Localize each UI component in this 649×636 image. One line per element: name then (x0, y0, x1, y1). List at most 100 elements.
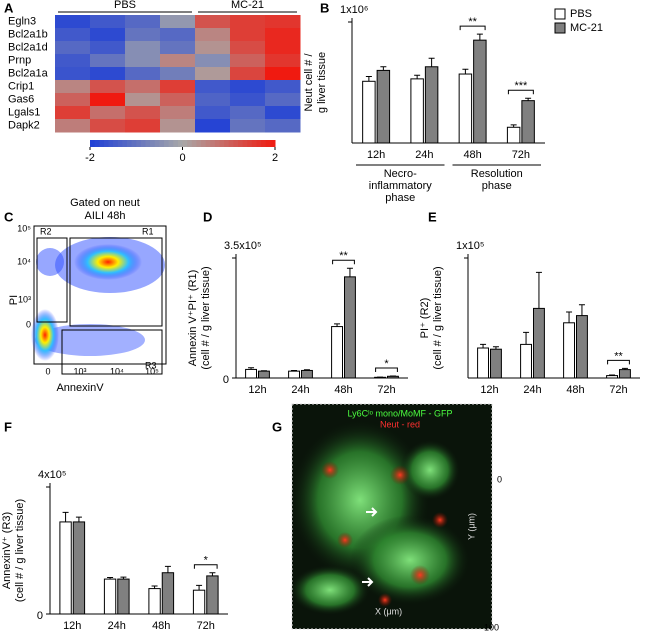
gate-label: R1 (142, 226, 154, 236)
error-bar (566, 311, 573, 323)
colorbar-segment (256, 140, 262, 147)
heat-cell (55, 28, 91, 42)
error-bar (164, 565, 171, 573)
colorbar-segment (127, 140, 133, 147)
heat-cell (90, 41, 126, 55)
bar (59, 521, 72, 615)
x-label: AnnexinV (56, 382, 104, 394)
colorbar-segment (136, 140, 142, 147)
colorbar-segment (154, 140, 160, 147)
heat-cell (160, 80, 196, 94)
flow-title: AILI 48h (85, 210, 126, 222)
x-tick-label: 48h (152, 620, 170, 632)
sig-bracket (375, 367, 398, 372)
colorbar-segment (214, 140, 220, 147)
heat-cell (55, 119, 91, 133)
y-label: Y (μm) (466, 513, 476, 540)
x-tick-label: 10³ (73, 366, 86, 376)
colorbar-segment (270, 140, 276, 147)
heat-cell (90, 67, 126, 81)
phase-label: phase (385, 192, 415, 204)
heat-cell (195, 119, 231, 133)
colorbar-segment (233, 140, 239, 147)
error-bar (510, 124, 517, 128)
heat-cell (265, 106, 301, 120)
error-bar (492, 346, 499, 350)
heat-cell (55, 15, 91, 29)
colorbar-segment (168, 140, 174, 147)
heat-cell (160, 119, 196, 133)
gate (69, 237, 163, 327)
bar (362, 80, 376, 144)
heat-cell (265, 119, 301, 133)
x-tick-label: 12h (480, 384, 498, 396)
panel-label: D (203, 209, 212, 224)
x-tick-label: 24h (523, 384, 541, 396)
error-bar (428, 57, 435, 67)
density (31, 309, 59, 361)
bar (410, 78, 424, 144)
phase-label: Necro- (384, 168, 417, 180)
bar (301, 369, 313, 379)
heat-cell (160, 54, 196, 68)
arrow (362, 577, 374, 587)
colorbar-segment (242, 140, 248, 147)
row-label: Gas6 (8, 93, 34, 105)
bar (506, 126, 521, 144)
heat-cell (125, 54, 161, 68)
row-label: Crip1 (8, 80, 34, 92)
y-label: Neut cell # / (303, 53, 315, 112)
neutrophil (378, 593, 392, 607)
y-label: Annexin V⁺PI⁺ (R1) (187, 270, 199, 367)
heat-cell (125, 93, 161, 107)
colorbar-segment (196, 140, 202, 147)
heat-cell (265, 67, 301, 81)
error-bar (303, 369, 310, 371)
heat-cell (160, 67, 196, 81)
row-label: Bcl2a1a (8, 67, 49, 79)
x-tick-label: 72h (197, 620, 215, 632)
colorbar-segment (251, 140, 257, 147)
cell (290, 565, 370, 615)
heat-cell (90, 80, 126, 94)
heat-cell (160, 15, 196, 29)
colorbar-segment (228, 140, 234, 147)
neutrophil (337, 532, 353, 548)
bar (458, 73, 473, 144)
heat-cell (160, 106, 196, 120)
colorbar-label: 2 (272, 152, 278, 164)
colorbar-segment (210, 140, 216, 147)
y-label: PI (8, 295, 20, 305)
colorbar-segment (122, 140, 128, 147)
heat-cell (55, 54, 91, 68)
colorbar-segment (99, 140, 105, 147)
colorbar-segment (247, 140, 253, 147)
heat-cell (125, 28, 161, 42)
heat-cell (195, 93, 231, 107)
error-bar (621, 367, 628, 370)
group-label: PBS (114, 0, 136, 11)
heat-cell (195, 106, 231, 120)
x-tick-label: 10⁵ (145, 366, 159, 376)
panel-label: B (320, 0, 329, 15)
gate-label: R2 (40, 226, 52, 236)
heat-cell (160, 93, 196, 107)
row-label: Lgals1 (8, 106, 40, 118)
bar (606, 375, 618, 379)
flow-plot: Gated on neut AILI 48h R1 R2 R3 10⁵ 10⁴ … (8, 197, 167, 394)
error-bar (578, 304, 585, 316)
heat-cell (195, 41, 231, 55)
row-label: Dapk2 (8, 119, 40, 131)
sig-label: ** (339, 250, 348, 262)
sig-label: * (384, 358, 389, 370)
error-bar (462, 68, 469, 75)
heat-cell (55, 93, 91, 107)
colorbar-segment (201, 140, 207, 147)
phase-label: phase (482, 180, 512, 192)
error-bar (609, 374, 616, 376)
error-bar (480, 343, 487, 348)
gate (61, 329, 163, 375)
y-label: PI⁺ (R2) (419, 298, 431, 339)
heat-cell (125, 119, 161, 133)
heat-cell (125, 106, 161, 120)
